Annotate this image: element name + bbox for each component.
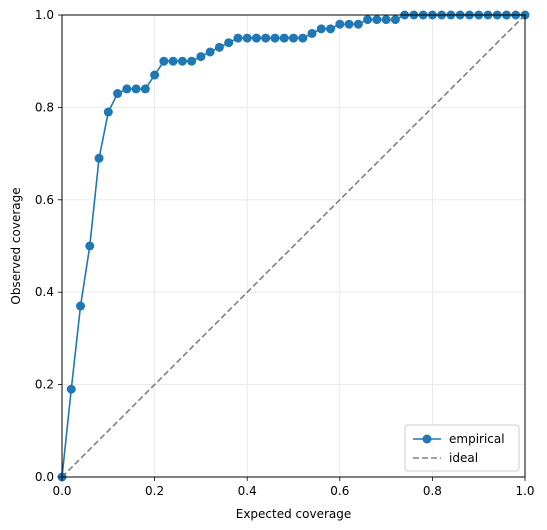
empirical-point [205,47,215,57]
empirical-point [233,33,243,43]
x-tick-label: 0.2 [145,484,164,498]
empirical-point [261,33,271,43]
y-tick-label: 0.6 [35,193,54,207]
x-tick-label: 0.4 [238,484,257,498]
empirical-point [344,19,354,29]
legend-box [404,424,520,472]
empirical-point [251,33,261,43]
empirical-point [168,56,178,66]
empirical-point [122,84,132,94]
empirical-point [177,56,187,66]
empirical-point [103,107,113,117]
empirical-point [113,89,123,99]
empirical-point [353,19,363,29]
empirical-point [242,33,252,43]
empirical-point [298,33,308,43]
empirical-point [85,241,95,251]
x-axis-label: Expected coverage [236,507,352,521]
plot-frame [61,14,526,478]
legend-label-ideal: ideal [449,451,478,465]
empirical-point [307,28,317,38]
empirical-point [335,19,345,29]
empirical-point [381,15,391,25]
legend-label-empirical: empirical [449,432,505,446]
x-tick-label: 0.8 [423,484,442,498]
empirical-point [131,84,141,94]
x-tick-label: 0.6 [330,484,349,498]
x-axis-ticks: 0.0 0.2 0.4 0.6 0.8 1.0 [52,477,535,498]
empirical-point [140,84,150,94]
empirical-point [187,56,197,66]
empirical-point [270,33,280,43]
x-tick-label: 1.0 [515,484,534,498]
empirical-point [372,15,382,25]
empirical-point [224,38,234,48]
empirical-point [279,33,289,43]
y-axis-ticks: 0.0 0.2 0.4 0.6 0.8 1.0 [35,8,62,484]
empirical-point [196,52,206,62]
empirical-point [326,24,336,34]
empirical-point [214,42,224,52]
legend: empirical ideal [404,424,520,472]
empirical-point [159,56,169,66]
y-tick-label: 0.4 [35,285,54,299]
y-axis-label: Observed coverage [9,187,23,304]
empirical-point [150,70,160,80]
ideal-line [61,14,526,478]
legend-marker-empirical [422,434,432,444]
y-tick-label: 1.0 [35,8,54,22]
empirical-point [76,301,86,311]
y-tick-label: 0.0 [35,470,54,484]
empirical-point [316,24,326,34]
empirical-point [66,384,76,394]
empirical-point [289,33,298,43]
ideal-series [61,14,526,478]
empirical-point [390,15,400,25]
x-tick-label: 0.0 [52,484,71,498]
y-tick-label: 0.8 [35,100,54,114]
y-tick-label: 0.2 [35,378,54,392]
empirical-point [363,15,373,25]
empirical-point [94,153,104,163]
